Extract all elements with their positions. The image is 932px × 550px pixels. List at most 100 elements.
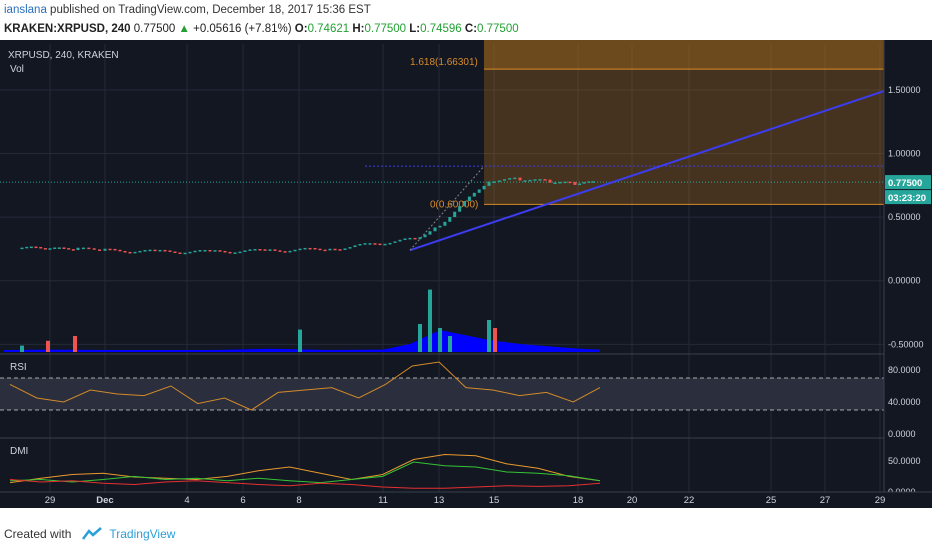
candle	[20, 247, 24, 250]
candle	[348, 247, 352, 249]
candle	[81, 247, 85, 250]
time-tick-label: 22	[684, 495, 695, 506]
candle	[62, 247, 66, 249]
time-tick-label: 27	[820, 495, 831, 506]
time-tick-label: 20	[627, 495, 638, 506]
candle	[108, 248, 112, 251]
open-value: 0.74621	[307, 23, 350, 35]
candle	[328, 248, 332, 251]
candle	[578, 183, 582, 186]
candle	[268, 249, 272, 251]
time-tick-label: 6	[240, 495, 245, 506]
candle	[313, 247, 317, 250]
dmi-adx-line	[9, 453, 601, 484]
candle	[113, 248, 117, 251]
price-axis	[884, 40, 932, 498]
created-with-text: Created with	[4, 527, 72, 541]
dmi-minus-line	[9, 479, 601, 489]
candle	[378, 243, 382, 246]
volume-bar	[448, 336, 452, 352]
candle	[543, 179, 547, 181]
candle	[453, 211, 457, 218]
candle	[518, 177, 522, 181]
trend-line	[409, 90, 885, 252]
candle	[582, 182, 586, 184]
symbol-header: KRAKEN:XRPUSD, 240 0.77500 ▲ +0.05616 (+…	[4, 23, 519, 35]
candle	[368, 243, 372, 245]
volume-bar	[46, 340, 50, 352]
candle	[482, 185, 486, 190]
candle	[438, 225, 442, 228]
candle	[25, 246, 29, 249]
candle	[538, 179, 542, 181]
candle	[492, 181, 496, 183]
price-tag-value: 0.77500	[888, 178, 922, 189]
candle	[433, 227, 437, 232]
candle	[333, 248, 337, 251]
low-label: L:	[409, 23, 421, 35]
candle	[223, 250, 227, 253]
candle	[208, 250, 212, 252]
candle	[76, 247, 80, 251]
candle	[403, 238, 407, 240]
change-value: +0.05616 (+7.81%)	[193, 23, 292, 35]
candle	[158, 249, 162, 252]
tradingview-logo-icon	[82, 527, 103, 540]
candle	[591, 181, 595, 183]
time-axis	[0, 492, 932, 508]
candle	[133, 251, 137, 254]
dmi-plus-line	[9, 461, 601, 484]
candle	[118, 249, 122, 252]
author-link[interactable]: ianslana	[4, 4, 47, 16]
chart-background	[0, 40, 932, 498]
candle	[253, 249, 257, 251]
fib-anchor-line	[409, 165, 485, 251]
candle	[173, 251, 177, 253]
candle	[318, 248, 322, 251]
time-tick-label: 25	[766, 495, 777, 506]
candle	[472, 192, 476, 197]
candle	[128, 251, 132, 254]
candle	[57, 247, 61, 249]
candle	[243, 250, 247, 252]
candle	[163, 249, 167, 252]
rsi-tick-label: 80.0000	[888, 365, 921, 375]
candle	[413, 237, 417, 240]
candle	[513, 177, 517, 180]
rsi-label: RSI	[10, 362, 27, 373]
price-tick-label: 1.00000	[888, 148, 921, 158]
fib-upper-label: 1.618(1.66301)	[410, 57, 478, 68]
fib-lower-label: 0(0.60000)	[430, 199, 478, 210]
candle	[358, 243, 362, 246]
candle	[343, 248, 347, 250]
candle	[228, 251, 232, 254]
rsi-tick-label: 40.0000	[888, 397, 921, 407]
candle	[353, 245, 357, 248]
time-tick-label: Dec	[96, 495, 113, 506]
chart-canvas[interactable]: 1.618(1.66301) 0(0.60000) XRPUSD, 240, KRA…	[0, 40, 932, 520]
candle	[92, 248, 96, 250]
candle	[448, 217, 452, 222]
candle	[393, 241, 397, 243]
candle	[528, 179, 532, 182]
footer: Created with TradingView	[4, 522, 175, 546]
tradingview-brand[interactable]: TradingView	[109, 527, 176, 541]
symbol-line: KRAKEN:XRPUSD, 240	[4, 23, 131, 35]
candle	[523, 180, 527, 182]
candle	[153, 249, 157, 252]
low-value: 0.74596	[420, 23, 462, 35]
countdown-tag-value: 03:23:20	[888, 193, 926, 204]
candle	[198, 250, 202, 252]
candle	[98, 249, 102, 251]
volume-bar	[298, 329, 302, 352]
volume-bar	[428, 289, 432, 352]
time-tick-label: 13	[434, 495, 445, 506]
dmi-tick-label: 50.0000	[888, 456, 921, 466]
candle	[323, 249, 327, 252]
candles	[20, 177, 595, 255]
volume-label: Vol	[10, 64, 24, 75]
candle	[288, 250, 292, 253]
candle	[143, 250, 147, 252]
up-arrow-icon: ▲	[178, 23, 190, 35]
candle	[48, 248, 52, 250]
